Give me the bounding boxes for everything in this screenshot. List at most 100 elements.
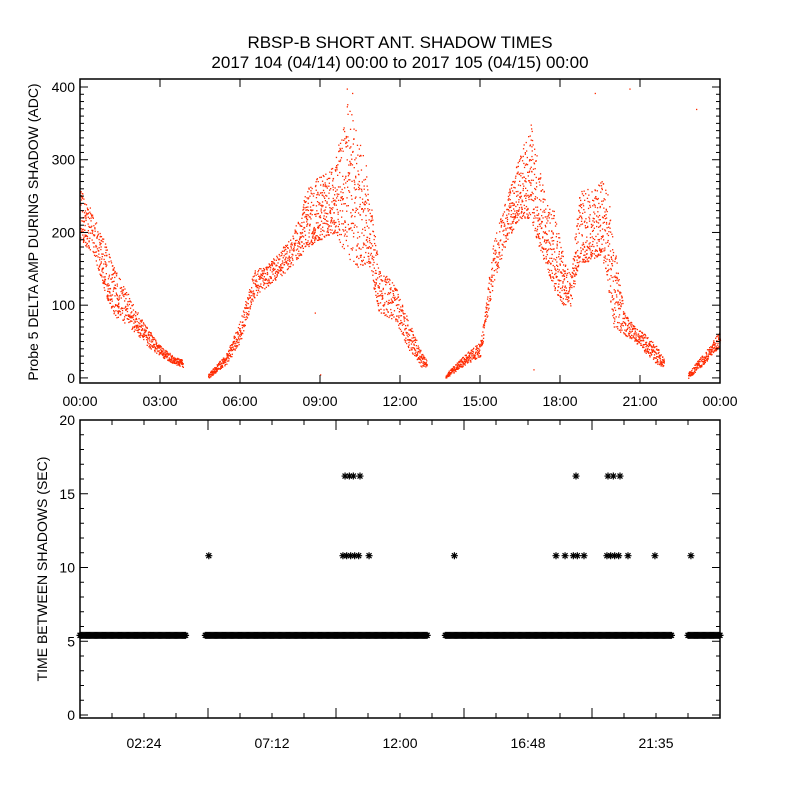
data-point [361,208,363,210]
data-point [577,249,579,252]
data-point [452,368,454,370]
data-point [526,150,528,152]
data-point [254,273,256,275]
data-point [468,356,471,358]
asterisk-point [580,552,588,560]
data-point [453,367,455,369]
data-point [601,187,603,189]
data-point [598,214,601,217]
data-point [417,345,419,347]
data-point [422,361,424,363]
data-point [334,194,336,196]
data-point [540,223,542,225]
data-point [284,259,286,261]
data-point [318,224,321,227]
data-point [572,267,574,270]
data-point [133,313,135,315]
data-point [537,220,539,222]
data-point [466,358,468,360]
data-point [576,225,578,228]
data-point [703,358,705,361]
data-point [92,229,94,232]
data-point [560,296,562,299]
data-point [651,353,653,356]
data-point [705,356,707,358]
data-point [474,353,477,355]
data-point [96,264,98,266]
data-point [495,269,497,271]
data-point [400,306,402,308]
data-point [577,218,579,220]
data-point [696,367,698,369]
data-point [541,221,543,223]
data-point [321,204,323,206]
outlier-point [314,312,316,314]
data-point [275,279,277,281]
y-tick-label: 0 [67,370,75,386]
data-point [528,180,531,182]
data-point [519,197,522,199]
data-point [306,214,308,216]
data-point [478,356,480,358]
data-point [322,229,324,231]
data-point [423,365,425,367]
data-point [482,341,484,343]
data-point [306,218,309,221]
data-point [319,176,321,179]
data-point [292,235,294,237]
data-point [309,223,311,225]
data-point [546,233,548,236]
data-point [651,350,653,352]
data-point [535,160,537,162]
data-point [311,193,313,195]
data-point [517,171,519,173]
data-point [366,236,369,239]
data-point [115,310,117,312]
data-point [136,326,139,328]
data-point [410,349,412,351]
data-point [652,341,654,343]
data-point [94,234,96,236]
data-point [617,289,619,291]
data-point [464,361,467,364]
data-point [488,276,491,279]
data-point [253,293,256,295]
data-point [259,275,261,277]
data-point [619,329,622,331]
data-point [109,299,111,301]
data-point [177,357,179,360]
data-point [397,321,399,323]
data-point [152,346,154,348]
data-point [346,210,348,212]
data-point [331,208,333,211]
data-point [479,346,481,348]
data-point [124,300,126,302]
data-point [331,229,333,231]
data-point [152,337,154,339]
data-point [142,325,144,327]
data-point [559,258,561,260]
data-point [523,212,525,215]
data-point [510,187,513,189]
data-point [227,353,229,355]
data-point [391,300,394,303]
data-point [472,353,474,355]
data-point [103,281,106,283]
data-point [608,226,610,228]
data-point [292,254,294,256]
data-point [601,216,604,218]
data-point [319,238,321,240]
data-point [651,351,653,353]
bottom-data-points [76,472,724,639]
data-point [141,329,143,331]
data-point [302,236,305,238]
data-point [521,208,523,210]
data-point [320,210,322,212]
data-point [412,334,414,336]
data-point [625,330,627,332]
data-point [282,272,285,274]
data-point [329,211,332,213]
data-point [567,281,569,283]
data-point [539,242,541,244]
x-tick-label: 00:00 [702,393,737,409]
